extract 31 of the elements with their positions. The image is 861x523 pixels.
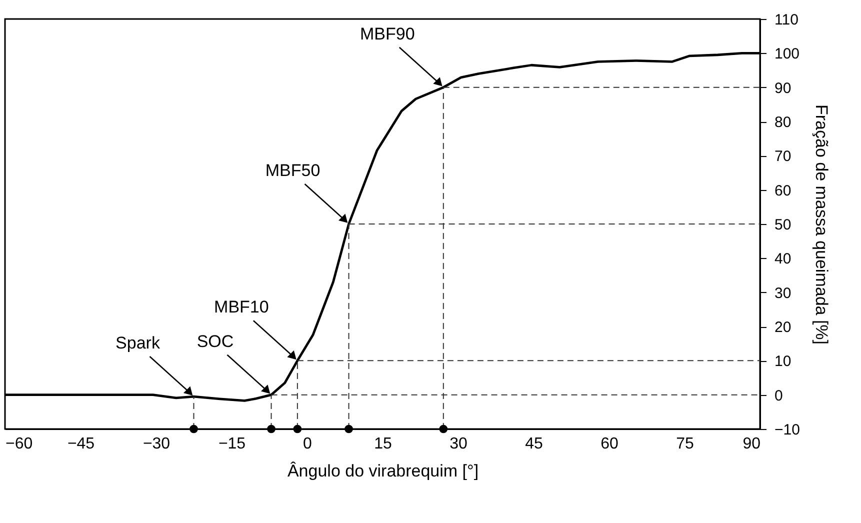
y-tick-label: 70 [774, 148, 792, 166]
y-tick-label: 100 [774, 46, 800, 63]
y-tick-label: 90 [774, 80, 792, 97]
y-tick-label: 80 [774, 114, 792, 131]
y-tick-label: 30 [774, 284, 792, 302]
x-tick-label: 75 [676, 436, 694, 452]
y-tick-label: −10 [774, 422, 800, 438]
annotation: SOC [196, 332, 234, 351]
x-axis-title: Ângulo do virabrequim [°] [287, 462, 479, 480]
annotation: MBF90 [360, 24, 415, 44]
y-tick-label: 50 [774, 216, 792, 234]
y-tick-label: 40 [774, 250, 792, 268]
x-tick-label: −15 [218, 436, 246, 452]
y-tick-label: 110 [774, 12, 798, 28]
x-tick-label: 60 [600, 436, 618, 452]
annotation: MBF10 [214, 298, 269, 317]
y-tick-label: 60 [774, 182, 792, 200]
y-axis-title: Fração de massa queimada [%] [812, 104, 831, 345]
x-tick-label: 45 [525, 436, 543, 452]
y-tick-label: 0 [774, 387, 783, 404]
x-tick-label: 90 [742, 436, 761, 452]
x-tick-label: 0 [303, 436, 312, 452]
x-tick-label: −60 [6, 436, 33, 452]
x-tick-label: 30 [450, 436, 468, 452]
y-tick-label: 20 [774, 319, 792, 336]
annotation: Spark [116, 334, 160, 353]
annotation: MBF50 [265, 161, 320, 180]
x-tick-label: −30 [142, 436, 170, 452]
x-tick-label: 15 [374, 436, 392, 452]
x-tick-label: −45 [67, 436, 95, 452]
y-tick-label: 10 [774, 353, 792, 370]
